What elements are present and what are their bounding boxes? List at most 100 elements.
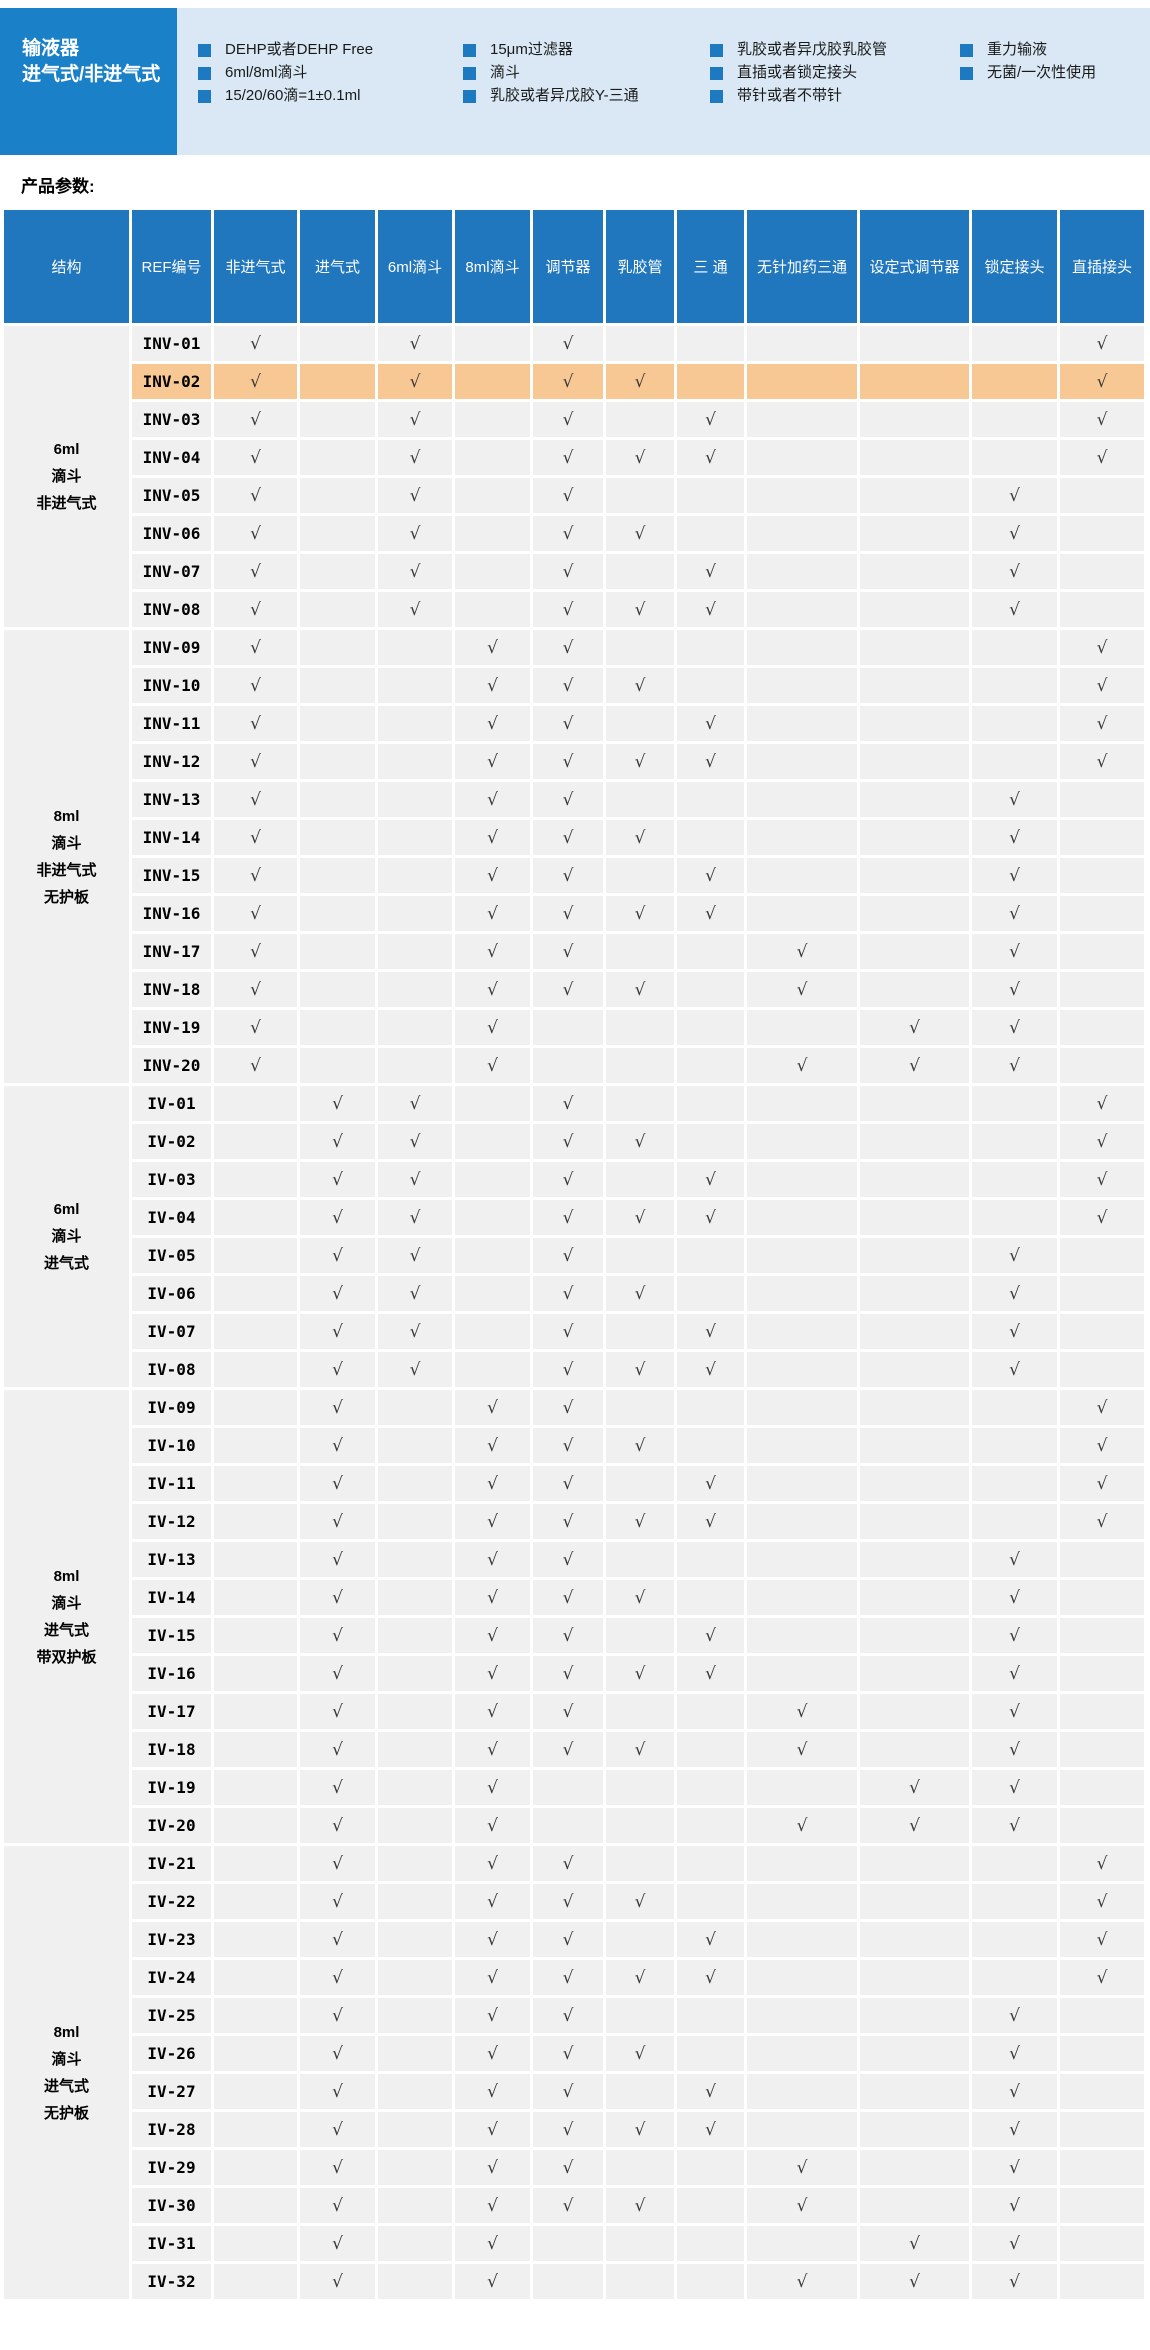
check-cell-checked: √: [972, 1808, 1057, 1843]
check-cell-empty: [860, 2150, 969, 2185]
check-cell-empty: [860, 516, 969, 551]
check-cell-checked: √: [455, 2150, 530, 2185]
check-cell-checked: √: [533, 1238, 603, 1273]
feature-item-label: 重力输液: [987, 41, 1048, 58]
check-cell-empty: [378, 1010, 452, 1045]
feature-item: 6ml/8ml滴斗: [198, 65, 373, 81]
check-cell-checked: √: [455, 1428, 530, 1463]
check-cell-checked: √: [533, 364, 603, 399]
check-cell-empty: [378, 1048, 452, 1083]
structure-line: 滴斗: [51, 1228, 82, 1245]
check-cell-empty: [747, 1010, 857, 1045]
check-cell-empty: [214, 1086, 297, 1121]
check-cell-checked: √: [1060, 1846, 1144, 1881]
check-cell-empty: [214, 1808, 297, 1843]
check-cell-checked: √: [455, 1922, 530, 1957]
check-cell-checked: √: [972, 2074, 1057, 2109]
check-cell-empty: [1060, 1238, 1144, 1273]
check-cell-checked: √: [860, 1808, 969, 1843]
check-cell-empty: [378, 1618, 452, 1653]
check-cell-empty: [860, 402, 969, 437]
check-cell-empty: [378, 1694, 452, 1729]
check-cell-empty: [1060, 2150, 1144, 2185]
check-cell-empty: [300, 706, 375, 741]
check-cell-checked: √: [972, 1732, 1057, 1767]
ref-cell: INV-10: [132, 668, 211, 703]
check-cell-empty: [455, 1124, 530, 1159]
check-cell-empty: [860, 1656, 969, 1691]
check-cell-checked: √: [747, 2150, 857, 2185]
check-cell-checked: √: [533, 1086, 603, 1121]
check-cell-empty: [606, 2074, 674, 2109]
check-cell-empty: [972, 1086, 1057, 1121]
check-cell-empty: [378, 1808, 452, 1843]
check-cell-empty: [677, 1086, 744, 1121]
check-cell-empty: [378, 744, 452, 779]
check-cell-checked: √: [677, 2074, 744, 2109]
feature-item-label: 15μm过滤器: [490, 41, 573, 58]
check-cell-empty: [378, 972, 452, 1007]
check-cell-checked: √: [972, 592, 1057, 627]
check-cell-empty: [860, 668, 969, 703]
check-cell-empty: [1060, 2264, 1144, 2299]
check-cell-checked: √: [1060, 1086, 1144, 1121]
check-cell-checked: √: [300, 1086, 375, 1121]
check-cell-checked: √: [606, 592, 674, 627]
check-cell-empty: [677, 1276, 744, 1311]
check-cell-checked: √: [455, 1960, 530, 1995]
check-cell-checked: √: [455, 1010, 530, 1045]
check-cell-checked: √: [533, 1276, 603, 1311]
check-cell-empty: [860, 1618, 969, 1653]
structure-line: 无护板: [43, 2104, 89, 2122]
check-cell-empty: [300, 858, 375, 893]
check-cell-empty: [214, 1428, 297, 1463]
check-cell-empty: [860, 2036, 969, 2071]
check-cell-empty: [747, 1276, 857, 1311]
feature-item: 滴斗: [463, 65, 639, 81]
ref-cell: INV-05: [132, 478, 211, 513]
table-row: IV-14 √ √ √ √ √: [4, 1580, 1144, 1615]
check-cell-empty: [214, 1618, 297, 1653]
check-cell-checked: √: [533, 972, 603, 1007]
check-cell-checked: √: [455, 1884, 530, 1919]
check-cell-checked: √: [533, 1656, 603, 1691]
feature-item-label: 无菌/一次性使用: [987, 64, 1097, 81]
check-cell-empty: [606, 1048, 674, 1083]
check-cell-empty: [747, 1960, 857, 1995]
structure-line: 滴斗: [51, 468, 82, 485]
table-row: 8ml 滴斗 进气式 无护板 IV-21 √ √ √ √: [4, 1846, 1144, 2299]
check-cell-checked: √: [972, 896, 1057, 931]
check-cell-empty: [378, 1846, 452, 1881]
check-cell-empty: [860, 592, 969, 627]
check-cell-checked: √: [606, 1732, 674, 1767]
check-cell-empty: [214, 1580, 297, 1615]
check-cell-checked: √: [214, 782, 297, 817]
check-cell-checked: √: [677, 706, 744, 741]
check-cell-checked: √: [860, 1048, 969, 1083]
check-cell-empty: [1060, 1694, 1144, 1729]
column-header: 进气式: [300, 210, 375, 323]
check-cell-empty: [677, 1998, 744, 2033]
check-cell-empty: [677, 782, 744, 817]
ref-cell: IV-12: [132, 1504, 211, 1539]
check-cell-checked: √: [455, 1808, 530, 1843]
check-cell-empty: [677, 1808, 744, 1843]
table-row: IV-26 √ √ √ √ √: [4, 2036, 1144, 2071]
check-cell-checked: √: [300, 1808, 375, 1843]
check-cell-empty: [972, 402, 1057, 437]
check-cell-checked: √: [533, 706, 603, 741]
check-cell-checked: √: [533, 1580, 603, 1615]
check-cell-empty: [1060, 1998, 1144, 2033]
ref-cell: IV-01: [132, 1086, 211, 1121]
structure-line: 进气式: [43, 1255, 89, 1272]
check-cell-empty: [747, 440, 857, 475]
check-cell-empty: [747, 2074, 857, 2109]
check-cell-empty: [606, 1998, 674, 2033]
column-header: 三 通: [677, 210, 744, 323]
check-cell-empty: [860, 1732, 969, 1767]
ref-cell: IV-20: [132, 1808, 211, 1843]
check-cell-empty: [860, 706, 969, 741]
check-cell-checked: √: [455, 2226, 530, 2261]
check-cell-checked: √: [214, 972, 297, 1007]
ref-cell: INV-19: [132, 1010, 211, 1045]
